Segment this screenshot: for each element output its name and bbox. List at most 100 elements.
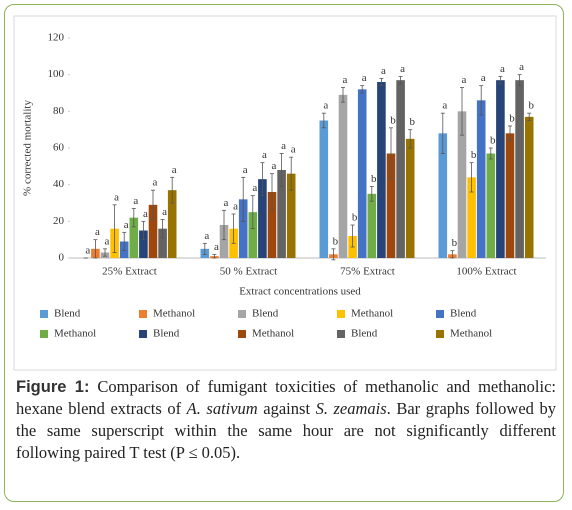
error-bar bbox=[321, 112, 326, 129]
caption-text: against bbox=[257, 399, 316, 418]
bar bbox=[139, 230, 148, 258]
error-bar bbox=[279, 153, 284, 187]
bar bbox=[267, 192, 277, 258]
legend-swatch bbox=[436, 330, 444, 338]
error-bar bbox=[479, 85, 484, 116]
legend-label: Blend bbox=[54, 308, 81, 320]
significance-letter: b bbox=[333, 235, 339, 247]
error-bar bbox=[170, 176, 175, 204]
significance-letter: a bbox=[95, 226, 100, 238]
bar bbox=[277, 170, 286, 258]
y-tick-label: 20 bbox=[53, 215, 65, 227]
error-bar bbox=[341, 87, 345, 103]
significance-letter: a bbox=[252, 182, 257, 194]
figure-frame bbox=[4, 4, 564, 502]
bar bbox=[248, 212, 258, 258]
legend-swatch bbox=[139, 310, 147, 318]
significance-letter: b bbox=[490, 135, 496, 147]
legend-label: Methanol bbox=[153, 308, 195, 320]
bar bbox=[319, 120, 329, 258]
bar bbox=[238, 199, 248, 258]
bar bbox=[338, 94, 348, 258]
legend-label: Methanol bbox=[252, 328, 294, 340]
error-bar bbox=[202, 242, 207, 255]
error-bar bbox=[103, 248, 107, 257]
error-bar bbox=[112, 204, 117, 253]
significance-letter: a bbox=[85, 245, 90, 257]
significance-letter: a bbox=[323, 100, 328, 112]
caption: Figure 1: Comparison of fumigant toxicit… bbox=[16, 376, 556, 464]
legend-swatch bbox=[238, 310, 246, 318]
significance-letter: a bbox=[243, 164, 248, 176]
error-bar bbox=[389, 127, 393, 180]
chart: % corrected mortality Extract concentrat… bbox=[13, 15, 557, 371]
error-bar bbox=[350, 224, 355, 248]
caption-label: Figure 1: bbox=[16, 378, 90, 396]
significance-letter: a bbox=[105, 235, 110, 247]
significance-letter: a bbox=[442, 100, 447, 112]
caption-text: A. sativum bbox=[186, 399, 258, 418]
significance-letter: a bbox=[519, 61, 524, 73]
error-bar bbox=[379, 77, 384, 87]
bar bbox=[486, 153, 496, 258]
legend-label: Blend bbox=[153, 328, 180, 340]
caption-text: S. zeamais bbox=[315, 399, 387, 418]
significance-letter: a bbox=[214, 241, 219, 253]
error-bar bbox=[141, 220, 146, 241]
significance-letter: a bbox=[172, 164, 177, 176]
error-bar bbox=[469, 162, 474, 193]
caption-text: Comparison of fumigant toxicities of met… bbox=[16, 377, 556, 418]
significance-letter: b bbox=[509, 113, 515, 125]
significance-letter: a bbox=[162, 206, 167, 218]
x-tick-label: 75% Extract bbox=[340, 266, 395, 278]
bar bbox=[286, 173, 296, 258]
significance-letter: a bbox=[343, 74, 348, 86]
significance-letter: b bbox=[390, 114, 396, 126]
y-tick-label: 100 bbox=[48, 68, 65, 80]
error-bar bbox=[508, 125, 512, 142]
error-bar bbox=[131, 208, 136, 228]
legend-label: Methanol bbox=[351, 308, 393, 320]
bar bbox=[377, 82, 386, 258]
legend-swatch bbox=[337, 330, 345, 338]
error-bar bbox=[408, 129, 413, 149]
error-bar bbox=[260, 162, 265, 197]
legend-label: Blend bbox=[351, 328, 378, 340]
error-bar bbox=[222, 209, 226, 241]
bar bbox=[167, 190, 177, 258]
error-bar bbox=[250, 195, 255, 230]
legend-swatch bbox=[436, 310, 444, 318]
significance-letter: b bbox=[352, 212, 358, 224]
significance-letter: a bbox=[462, 74, 467, 86]
significance-letter: b bbox=[528, 100, 534, 112]
error-bar bbox=[122, 231, 127, 252]
y-tick-label: 60 bbox=[53, 142, 65, 154]
bar bbox=[148, 204, 158, 258]
legend-label: Blend bbox=[450, 308, 477, 320]
error-bar bbox=[398, 76, 403, 85]
chart-border bbox=[13, 15, 557, 371]
significance-letter: a bbox=[481, 72, 486, 84]
significance-letter: a bbox=[381, 65, 386, 77]
x-axis-label: Extract concentrations used bbox=[239, 286, 361, 298]
bar bbox=[158, 228, 167, 258]
bar bbox=[129, 217, 139, 258]
y-tick-label: 80 bbox=[53, 105, 65, 117]
error-bar bbox=[151, 189, 155, 220]
significance-letter: b bbox=[452, 237, 458, 249]
legend-label: Blend bbox=[252, 308, 279, 320]
significance-letter: b bbox=[409, 116, 415, 128]
bar bbox=[515, 80, 524, 259]
error-bar bbox=[450, 250, 455, 259]
significance-letter: b bbox=[471, 149, 477, 161]
error-bar bbox=[517, 74, 522, 87]
significance-letter: a bbox=[362, 72, 367, 84]
legend-label: Methanol bbox=[450, 328, 492, 340]
bar bbox=[357, 89, 367, 258]
error-bar bbox=[460, 87, 464, 136]
significance-letter: a bbox=[143, 208, 148, 220]
y-tick-label: 120 bbox=[48, 32, 65, 44]
x-tick-label: 50 % Extract bbox=[220, 266, 277, 278]
error-bar bbox=[488, 147, 493, 160]
significance-letter: a bbox=[133, 195, 138, 207]
